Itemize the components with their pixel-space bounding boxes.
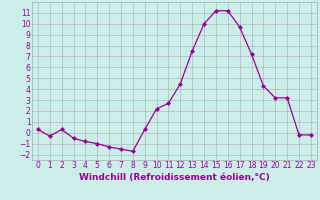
X-axis label: Windchill (Refroidissement éolien,°C): Windchill (Refroidissement éolien,°C) — [79, 173, 270, 182]
